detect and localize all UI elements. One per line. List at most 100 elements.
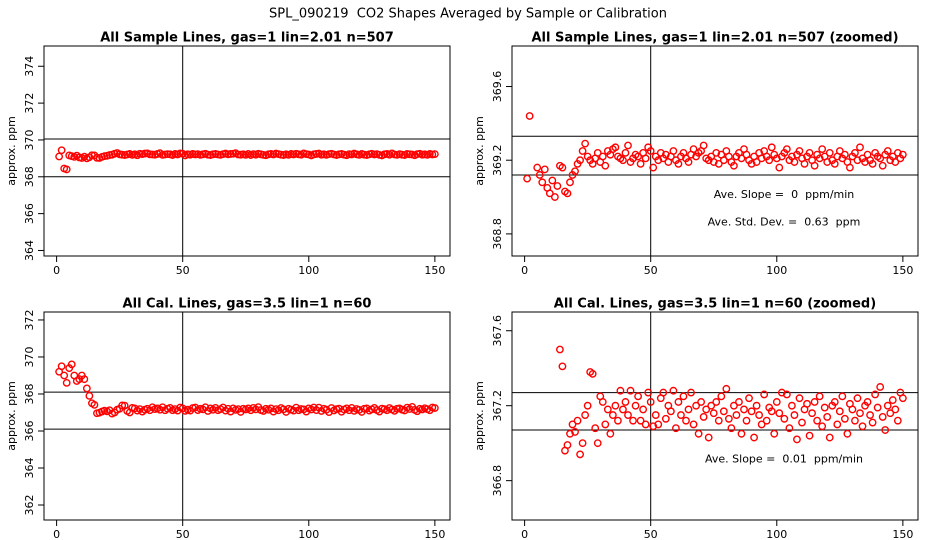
point xyxy=(732,411,741,419)
y-tick-label: 366.8 xyxy=(491,465,504,497)
point xyxy=(651,411,660,419)
point xyxy=(548,176,557,185)
point xyxy=(631,401,640,410)
annotation: Ave. Slope = 0 ppm/min xyxy=(714,188,855,201)
point xyxy=(626,386,635,395)
point xyxy=(813,416,822,425)
x-tick-label: 100 xyxy=(298,264,319,277)
point xyxy=(578,147,587,155)
y-tick-label: 368 xyxy=(23,383,36,404)
point xyxy=(823,413,832,421)
point xyxy=(818,145,827,154)
point xyxy=(606,429,615,438)
point xyxy=(593,148,602,157)
y-tick-label: 369.6 xyxy=(491,71,504,103)
plot-frame xyxy=(43,311,451,521)
point xyxy=(146,150,154,159)
point xyxy=(568,420,577,429)
y-tick-label: 366 xyxy=(23,420,36,441)
point xyxy=(573,416,582,425)
point xyxy=(856,409,864,418)
panel-title: All Cal. Lines, gas=3.5 lin=1 n=60 (zoom… xyxy=(554,297,876,312)
point xyxy=(840,150,849,159)
point xyxy=(891,158,900,166)
y-tick-label: 367.2 xyxy=(491,390,504,422)
point xyxy=(785,424,794,433)
point xyxy=(677,411,685,419)
point xyxy=(649,422,658,431)
point xyxy=(634,152,642,161)
point xyxy=(851,416,859,425)
point xyxy=(563,189,572,198)
x-tick-label: 150 xyxy=(424,528,445,540)
point xyxy=(62,378,71,387)
point xyxy=(598,152,607,161)
point xyxy=(788,401,796,410)
point xyxy=(636,159,645,168)
point xyxy=(649,163,658,172)
point xyxy=(614,416,622,425)
point xyxy=(777,388,786,397)
point xyxy=(558,362,567,371)
point xyxy=(624,141,632,150)
point xyxy=(566,429,574,438)
plot-frame xyxy=(43,45,451,257)
point xyxy=(682,416,690,425)
point xyxy=(234,150,243,159)
y-tick-label: 364 xyxy=(23,240,36,261)
point xyxy=(641,154,650,163)
point xyxy=(641,420,650,429)
point xyxy=(747,159,756,168)
x-tick-label: 50 xyxy=(644,264,658,277)
point xyxy=(67,360,76,369)
point xyxy=(616,386,625,395)
point xyxy=(881,426,890,434)
point xyxy=(750,433,758,442)
point xyxy=(556,345,564,354)
y-tick-label: 374 xyxy=(23,56,36,77)
point xyxy=(793,435,801,444)
point xyxy=(608,411,617,419)
y-axis-label: approx. ppm xyxy=(473,116,486,186)
x-tick-label: 100 xyxy=(766,264,787,277)
point xyxy=(745,394,753,403)
point xyxy=(770,429,779,438)
point xyxy=(891,405,900,414)
y-tick-label: 369.2 xyxy=(491,144,504,176)
point xyxy=(697,398,706,406)
point xyxy=(820,403,829,412)
point xyxy=(863,398,872,406)
plot-frame xyxy=(511,311,919,521)
point xyxy=(830,159,839,168)
point xyxy=(611,401,620,410)
point xyxy=(163,150,172,159)
point xyxy=(757,154,766,163)
y-tick-label: 366 xyxy=(23,203,36,224)
point xyxy=(868,159,877,168)
point xyxy=(661,414,670,423)
panel-title: All Cal. Lines, gas=3.5 lin=1 n=60 xyxy=(123,297,372,312)
point xyxy=(853,156,862,165)
point xyxy=(702,405,711,414)
point xyxy=(55,152,64,161)
point xyxy=(581,139,590,148)
point xyxy=(57,362,66,371)
point xyxy=(80,375,89,384)
point xyxy=(803,399,811,408)
point xyxy=(888,396,897,404)
point xyxy=(866,411,874,419)
point xyxy=(699,413,708,421)
point xyxy=(646,147,655,155)
point xyxy=(795,147,804,155)
point xyxy=(60,371,69,380)
point xyxy=(576,156,584,165)
point xyxy=(619,405,627,414)
point xyxy=(825,433,834,442)
point xyxy=(576,450,584,459)
point xyxy=(717,392,726,401)
panel-title: All Sample Lines, gas=1 lin=2.01 n=507 (… xyxy=(531,31,898,46)
point xyxy=(898,150,907,159)
point xyxy=(798,418,806,427)
point xyxy=(873,403,882,412)
point xyxy=(601,420,610,429)
